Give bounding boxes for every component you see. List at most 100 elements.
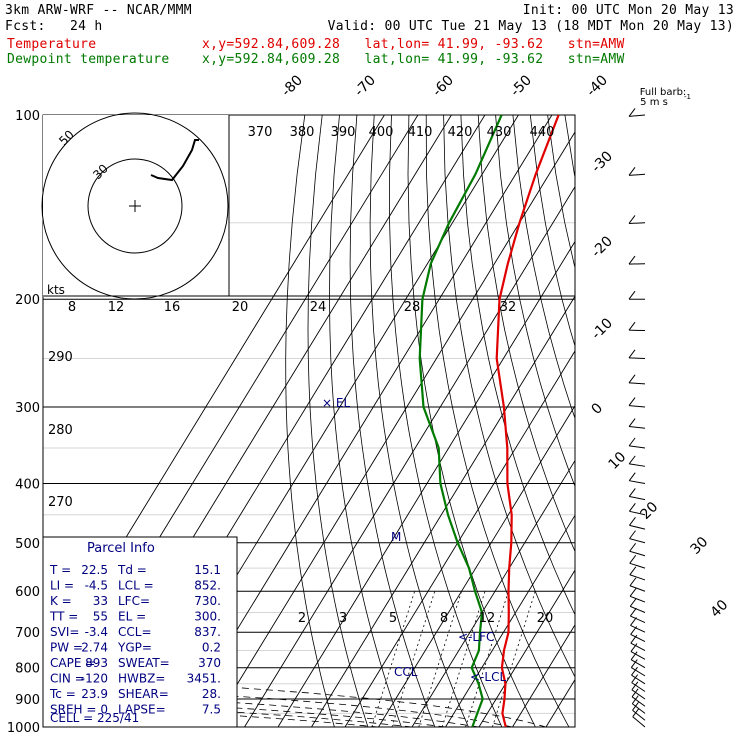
hodograph-ring [87,158,183,254]
wind-barb [630,659,646,669]
isotherm-line [244,185,575,727]
theta-label: 420 [448,125,473,140]
isotherm-line [277,240,575,727]
wind-barb [630,651,638,660]
parcel-field-value: 2.74 [81,641,108,655]
theta-label: 290 [48,350,73,365]
parcel-field-value: 300. [194,610,221,624]
parcel-field-value: 33 [93,594,108,608]
wind-barb [629,598,637,607]
temperature-legend-info: x,y=592.84,609.28 lat,lon= 41.99, -93.62… [202,37,625,52]
parcel-field-label: Td = [117,563,147,577]
wind-barb [630,642,646,651]
wind-barb [629,114,646,117]
isotherm-line [344,350,575,727]
isotherm-label: 0 [589,400,607,418]
dry-adiabat-line [547,115,575,270]
parcel-field-value: 0.2 [202,641,221,655]
mixing-ratio-label: 5 [389,611,397,626]
dry-adiabat-line [425,115,570,727]
wind-barb [628,418,636,427]
wind-barb [630,634,646,642]
hodograph-trace [150,139,199,182]
parcel-field-value: 22.5 [81,563,108,577]
temperature-profile [495,115,560,727]
wind-barb [629,554,637,564]
wind-barb [632,703,646,714]
parcel-field-label: PW = [50,641,83,655]
wind-barb [630,659,638,668]
isotherm-line [311,295,575,727]
theta-label: 370 [248,125,273,140]
isotherm-label: -10 [589,315,616,342]
dry-adiabat-line [564,115,575,180]
wind-barb [631,689,646,700]
pressure-label: 600 [15,585,40,600]
parcel-info-box: Parcel Info T = 22.5 Td = 15.1 LI = -4.5 LCL = 8… [42,536,238,728]
isotherm-line [210,131,575,727]
parcel-field-label: EL = [118,610,146,624]
wind-barb [632,709,646,721]
wind-barb [629,538,646,544]
dewpoint-legend-label: Dewpoint temperature [7,52,170,67]
wind-barb [629,382,646,385]
wind-barb [629,585,646,592]
wind-barb [628,108,636,117]
mixing-ratio-line [492,591,536,727]
moist-adiabat-line [43,676,547,727]
wind-barb [631,666,638,676]
parcel-field-label: Tc = [49,687,76,701]
wind-speed-label: 20 [232,300,249,315]
wind-barb [628,290,636,300]
parcel-field-label: TT = [49,610,78,624]
wind-speed-label: 28 [404,300,421,315]
isotherm-label: -60 [430,72,457,99]
parcel-field-value: 893 [85,656,108,670]
parcel-field-value: -4.5 [85,579,108,593]
init-time: Init: 00 UTC Mon 20 May 13 [523,3,734,18]
isotherm-line [478,569,575,727]
wind-barb [628,357,646,360]
parcel-field-label: LI = [50,579,74,593]
dry-adiabat-line [349,115,436,727]
wind-barb [629,566,637,576]
theta-label: 280 [48,423,73,438]
dry-adiabat-line [307,115,369,727]
parcel-field-value: 3451. [187,672,221,686]
parcel-info-title: Parcel Info [87,541,155,556]
pressure-label: 500 [15,537,40,552]
dry-adiabat-line [512,115,575,420]
parcel-field-value: 15.1 [194,563,221,577]
wind-barb [629,463,646,467]
pressure-label: 1000 [7,721,40,736]
parcel-field-label: SREH = [50,703,96,717]
parcel-field-label: SHEAR= [118,687,169,701]
wind-barb [632,716,646,728]
wind-barb [631,681,639,691]
wind-barb [631,674,646,685]
dry-adiabat-line [443,115,575,678]
dewpoint-legend-info: x,y=592.84,609.28 lat,lon= 41.99, -93.62… [202,52,625,67]
dry-adiabat-line [652,115,740,727]
lfc-marker: <-LFC [458,630,494,644]
mixing-ratio-label: 8 [440,611,448,626]
isotherm-line [378,404,575,727]
valid-time: Valid: 00 UTC Tue 21 May 13 (18 MDT Mon … [328,19,734,34]
parcel-field-label: LFC= [118,594,150,608]
mixing-ratio-label: 12 [479,611,496,626]
wind-barb [629,510,646,516]
dry-adiabat-line [495,115,575,488]
pressure-label: 800 [15,662,40,677]
wind-barb [628,215,636,224]
parcel-field-value: 370 [198,656,221,670]
dry-adiabat-line [582,115,740,727]
parcel-field-label: K = [50,594,72,608]
wind-barb [630,651,646,660]
dry-adiabat-line [600,115,740,727]
wind-barb [629,574,646,581]
wind-barb [628,374,636,384]
parcel-cell: CELL = 225/41 [50,711,139,725]
parcel-field-value: 28. [202,687,221,701]
parcel-field-label: LCL = [118,579,154,593]
